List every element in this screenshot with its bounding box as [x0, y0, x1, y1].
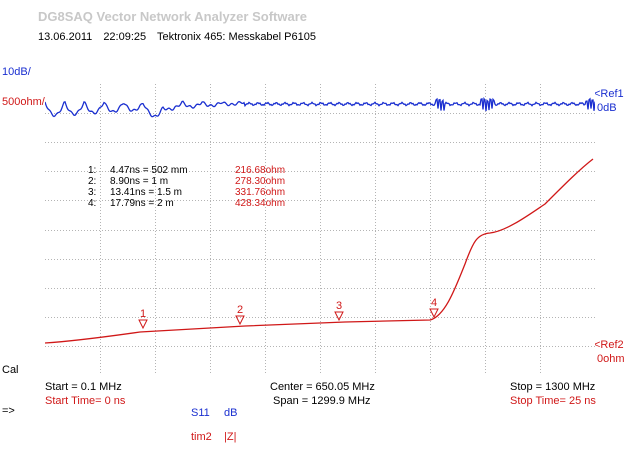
stop-freq-label[interactable]: Stop = 1300 MHz	[510, 381, 596, 393]
trace1-line	[44, 96, 596, 118]
description-label: Tektronix 465: Messkabel P6105	[157, 31, 316, 43]
marker-row-2: 2: 8.90ns = 1 m 278.30ohm	[88, 176, 285, 187]
marker-label: 1	[140, 308, 146, 320]
marker-value: 428.34ohm	[235, 198, 286, 209]
trace2-name[interactable]: tim2	[191, 431, 212, 443]
marker-triangle-icon	[235, 315, 245, 326]
marker-2[interactable]: 2	[235, 304, 245, 326]
marker-1[interactable]: 1	[138, 308, 148, 330]
active-trace-arrow: =>	[2, 405, 15, 417]
ref2-value: 0ohm	[597, 353, 624, 365]
marker-index: 4:	[88, 198, 97, 209]
marker-index: 2:	[88, 176, 97, 187]
scale-db-label: 10dB/	[2, 66, 31, 78]
start-time-label[interactable]: Start Time= 0 ns	[45, 395, 126, 407]
marker-triangle-icon	[138, 319, 148, 330]
center-freq-label[interactable]: Center = 650.05 MHz	[270, 381, 375, 393]
marker-value: 331.76ohm	[235, 187, 286, 198]
marker-triangle-icon	[334, 311, 344, 322]
trace1-unit[interactable]: dB	[224, 407, 238, 419]
ref1-value: 0dB	[597, 102, 617, 114]
marker-position: 4.47ns = 502 mm	[110, 165, 188, 176]
marker-value: 216.68ohm	[235, 165, 286, 176]
date-label: 13.06.2011	[38, 31, 93, 43]
scale-ohm-label: 500ohm/	[2, 96, 45, 108]
ref1-label[interactable]: <Ref1	[594, 88, 624, 100]
start-freq-label[interactable]: Start = 0.1 MHz	[45, 381, 122, 393]
time-label: 22:09:25	[103, 31, 147, 43]
marker-triangle-icon	[429, 308, 439, 319]
marker-3[interactable]: 3	[334, 300, 344, 322]
marker-index: 1:	[88, 165, 97, 176]
trace1-name[interactable]: S11	[191, 407, 210, 419]
marker-position: 17.79ns = 2 m	[110, 198, 174, 209]
marker-position: 8.90ns = 1 m	[110, 176, 169, 187]
plot-svg: 1 2 3 4	[44, 84, 596, 375]
measurement-info: 13.06.2011 22:09:25 Tektronix 465: Messk…	[38, 31, 324, 43]
marker-row-3: 3: 13.41ns = 1.5 m 331.76ohm	[88, 187, 285, 198]
marker-value: 278.30ohm	[235, 176, 286, 187]
marker-index: 3:	[88, 187, 97, 198]
marker-label: 3	[336, 300, 342, 312]
app-title: DG8SAQ Vector Network Analyzer Software	[38, 9, 307, 24]
ref2-label[interactable]: <Ref2	[594, 339, 624, 351]
span-label[interactable]: Span = 1299.9 MHz	[273, 395, 371, 407]
marker-row-4: 4: 17.79ns = 2 m 428.34ohm	[88, 198, 285, 209]
trace2-unit[interactable]: |Z|	[224, 431, 237, 443]
cal-label[interactable]: Cal	[2, 364, 19, 376]
marker-position: 13.41ns = 1.5 m	[110, 187, 182, 198]
marker-label: 2	[237, 304, 243, 316]
trace2-line	[44, 158, 594, 344]
marker-label: 4	[431, 297, 437, 309]
marker-readout-table: 1: 4.47ns = 502 mm 216.68ohm 2: 8.90ns =…	[88, 165, 285, 209]
marker-row-1: 1: 4.47ns = 502 mm 216.68ohm	[88, 165, 285, 176]
stop-time-label[interactable]: Stop Time= 25 ns	[510, 395, 596, 407]
marker-4[interactable]: 4	[429, 297, 439, 319]
plot-area[interactable]: 1 2 3 4	[44, 84, 596, 375]
